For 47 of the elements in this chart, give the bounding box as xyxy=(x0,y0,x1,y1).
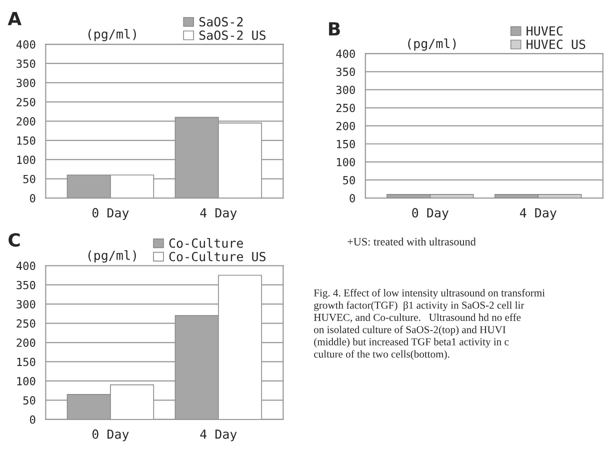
y-tick-label: 100 xyxy=(336,158,355,166)
x-tick-label: 0 Day xyxy=(92,208,129,220)
y-tick-label: 250 xyxy=(336,104,355,112)
y-tick-label: 400 xyxy=(16,262,36,270)
y-tick-label: 350 xyxy=(16,59,36,68)
y-axis-title: (pg/ml) xyxy=(88,250,136,263)
x-tick-label: 4 Day xyxy=(200,208,237,220)
caption: Fig. 4. Effect of low intensity ultrasound on transformi growth factor(TGF) β1 activity in SaOS-2 cell lir HUVEC, and Co-culture. Ultrasound hd no effe on isolated culture of SaOS-2(top) and HUVI (middle) but increased TGF beta1 activity in c culture of the two cells(bottom). xyxy=(314,288,545,360)
x-tick-label: 0 Day xyxy=(92,429,129,442)
y-tick-label: 200 xyxy=(336,122,355,130)
y-tick-label: 150 xyxy=(336,140,355,148)
y-tick-label: 400 xyxy=(336,50,355,58)
y-tick-label: 300 xyxy=(16,78,36,88)
text: +US: treated with ultrasound xyxy=(348,238,476,246)
y-tick-label: 200 xyxy=(16,117,36,126)
y-tick-label: 50 xyxy=(23,174,36,184)
x-tick-label: 4 Day xyxy=(200,430,237,442)
y-tick-label: 50 xyxy=(23,396,36,405)
y-tick-label: 150 xyxy=(17,136,36,145)
x-tick-label: 4 Day xyxy=(520,208,556,220)
y-tick-label: 250 xyxy=(16,98,36,106)
y-tick-label: 300 xyxy=(336,86,355,94)
y-axis-title: (pg/ml) xyxy=(408,38,456,51)
chart-title: B xyxy=(329,22,340,36)
legend-label: Co-Culture xyxy=(169,238,243,248)
y-tick-label: 150 xyxy=(17,358,36,366)
chart-title: C xyxy=(8,233,20,247)
legend-label: SaOS-2 US xyxy=(199,30,266,40)
y-tick-label: 350 xyxy=(336,68,355,76)
y-tick-label: 0 xyxy=(30,415,36,424)
legend-label: Co-Culture US xyxy=(169,252,266,262)
y-tick-label: 250 xyxy=(16,319,36,328)
legend-label: HUVEC xyxy=(526,26,562,36)
y-tick-label: 300 xyxy=(16,300,36,308)
y-tick-label: 0 xyxy=(30,194,36,202)
y-tick-label: 50 xyxy=(343,176,355,184)
y-axis-title: (pg/ml) xyxy=(88,28,136,42)
y-tick-label: 100 xyxy=(17,156,36,164)
y-tick-label: 350 xyxy=(16,280,36,290)
y-tick-label: 400 xyxy=(16,40,36,49)
legend-label: SaOS-2 xyxy=(199,17,243,27)
y-tick-label: 0 xyxy=(350,194,355,202)
legend-label: HUVEC US xyxy=(526,40,586,50)
y-tick-label: 200 xyxy=(16,338,36,347)
x-tick-label: 0 Day xyxy=(412,208,448,220)
chart-title: A xyxy=(8,12,22,26)
y-tick-label: 100 xyxy=(17,376,36,386)
